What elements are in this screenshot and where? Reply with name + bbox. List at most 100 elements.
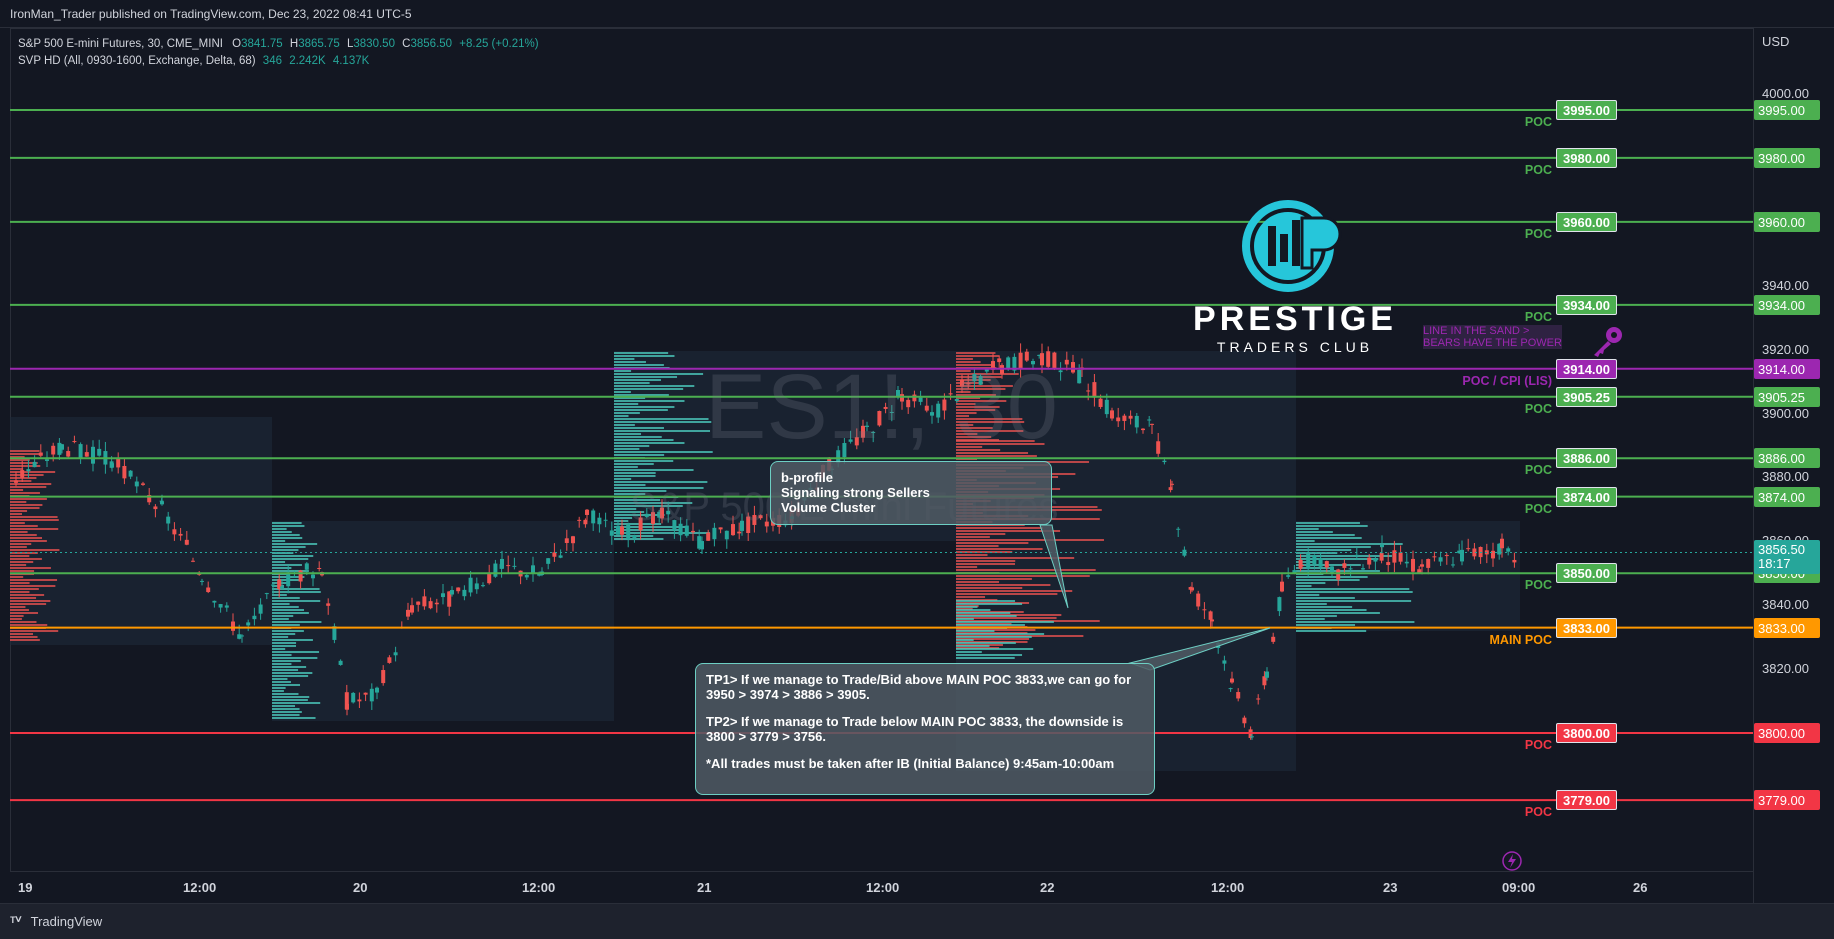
candle-body (1426, 558, 1431, 568)
level-chip[interactable]: 3905.25 (1556, 386, 1617, 407)
volume-profile-bar (956, 545, 999, 547)
volume-profile-bar (614, 352, 669, 354)
currency-label[interactable]: USD (1762, 34, 1790, 49)
lightning-icon[interactable] (1500, 849, 1524, 873)
time-tick: 20 (353, 880, 368, 895)
volume-profile-bar (10, 540, 47, 542)
level-axis-tag: 3779.00 (1754, 790, 1820, 811)
volume-profile-bar (956, 581, 1000, 583)
volume-profile-bar (956, 394, 996, 396)
volume-profile-bar (956, 352, 996, 354)
candle-body (1500, 538, 1504, 549)
volume-profile-bar (10, 552, 38, 554)
candle-body (298, 570, 303, 582)
volume-profile-bar (10, 462, 38, 464)
volume-profile-bar (614, 439, 674, 441)
candle-body (1373, 558, 1378, 562)
volume-profile-bar (1296, 597, 1355, 599)
level-chip[interactable]: 3874.00 (1556, 486, 1617, 507)
level-chip[interactable]: 3980.00 (1556, 147, 1617, 168)
candle-body (972, 373, 977, 382)
volume-profile-bar (614, 472, 656, 474)
candle-body (1024, 351, 1029, 361)
volume-profile-bar (272, 615, 294, 617)
tradingview-logo-icon[interactable]: ᵀⱽ (10, 914, 22, 929)
lis-line-2: BEARS HAVE THE POWER (1423, 337, 1562, 349)
candle-body (1386, 562, 1391, 566)
candle-body (1176, 528, 1181, 530)
volume-profile-bar (10, 591, 30, 593)
level-chip[interactable]: 3995.00 (1556, 100, 1617, 120)
candle-body (666, 510, 671, 515)
volume-profile-bar (956, 587, 1023, 589)
level-chip[interactable]: 3960.00 (1556, 211, 1617, 232)
level-chip[interactable]: 3800.00 (1556, 723, 1617, 743)
b-profile-note[interactable]: b-profile Signaling strong Sellers Volum… (770, 461, 1052, 525)
candle-body (1202, 609, 1207, 611)
level-chip[interactable]: 3934.00 (1556, 294, 1617, 315)
candle-body (691, 530, 695, 533)
volume-profile-bar (1296, 612, 1380, 614)
volume-profile-bar (614, 442, 685, 444)
candle-body (375, 687, 379, 693)
candle-body (912, 394, 917, 402)
price-tick: 3940.00 (1762, 277, 1809, 293)
candle-body (474, 583, 479, 590)
candle-body (1134, 415, 1139, 428)
volume-profile-bar (10, 561, 34, 563)
trade-plan-note[interactable]: TP1> If we manage to Trade/Bid above MAI… (695, 663, 1155, 795)
candle-body (583, 519, 588, 525)
candle-body (924, 405, 929, 411)
level-chip[interactable]: 3833.00 (1556, 617, 1617, 638)
level-chip[interactable]: 3850.00 (1556, 563, 1617, 584)
volume-profile-bar (272, 675, 309, 677)
candle-body (441, 593, 445, 598)
symbol-title[interactable]: S&P 500 E-mini Futures, 30, CME_MINI (18, 38, 223, 50)
volume-profile-bar (10, 507, 40, 509)
candle-body (900, 394, 904, 402)
volume-profile-bar (10, 465, 41, 467)
volume-profile-bar (614, 499, 661, 501)
candle-body (311, 574, 315, 579)
candle-body (381, 670, 386, 684)
volume-profile-bar (614, 364, 664, 366)
volume-profile-bar (956, 391, 971, 393)
profile-box-1 (10, 417, 272, 645)
volume-profile-bar (614, 397, 646, 399)
time-axis[interactable] (10, 871, 1753, 903)
level-label: POC (1524, 115, 1552, 129)
publish-line: IronMan_Trader published on TradingView.… (10, 7, 412, 21)
candle-body (1031, 361, 1035, 365)
level-chip[interactable]: 3779.00 (1556, 790, 1617, 811)
volume-profile-bar (956, 590, 1073, 592)
volume-profile-bar (272, 561, 286, 563)
candle-body (1250, 736, 1254, 738)
candle-body (26, 469, 31, 472)
candle-body (537, 573, 542, 576)
level-chip[interactable]: 3886.00 (1556, 448, 1617, 469)
time-tick: 23 (1383, 880, 1398, 895)
volume-profile-bar (10, 546, 27, 548)
indicator-title[interactable]: SVP HD (All, 0930-1600, Exchange, Delta,… (18, 55, 256, 67)
level-axis-tag: 3833.00 (1754, 617, 1820, 638)
candle-body (57, 442, 62, 455)
bar-countdown: 18:17 (1758, 556, 1791, 572)
level-label: POC (1524, 738, 1552, 752)
level-chip[interactable]: 3914.00 (1556, 358, 1617, 379)
volume-profile-bar (614, 508, 637, 510)
volume-profile-bar (272, 630, 304, 632)
candle-body (1104, 399, 1109, 415)
candle-body (416, 601, 421, 605)
volume-profile-bar (272, 549, 299, 551)
footer-brand[interactable]: TradingView (30, 914, 103, 929)
volume-profile-bar (614, 433, 642, 435)
price-tick: 3920.00 (1762, 341, 1809, 357)
volume-profile-bar (10, 609, 29, 611)
volume-profile-bar (956, 455, 1037, 457)
volume-profile-bar (956, 642, 1016, 644)
candle-body (758, 515, 763, 519)
level-label: POC (1524, 501, 1552, 516)
volume-profile-bar (956, 370, 971, 372)
candle-body (731, 524, 735, 536)
candle-body (1491, 550, 1495, 559)
